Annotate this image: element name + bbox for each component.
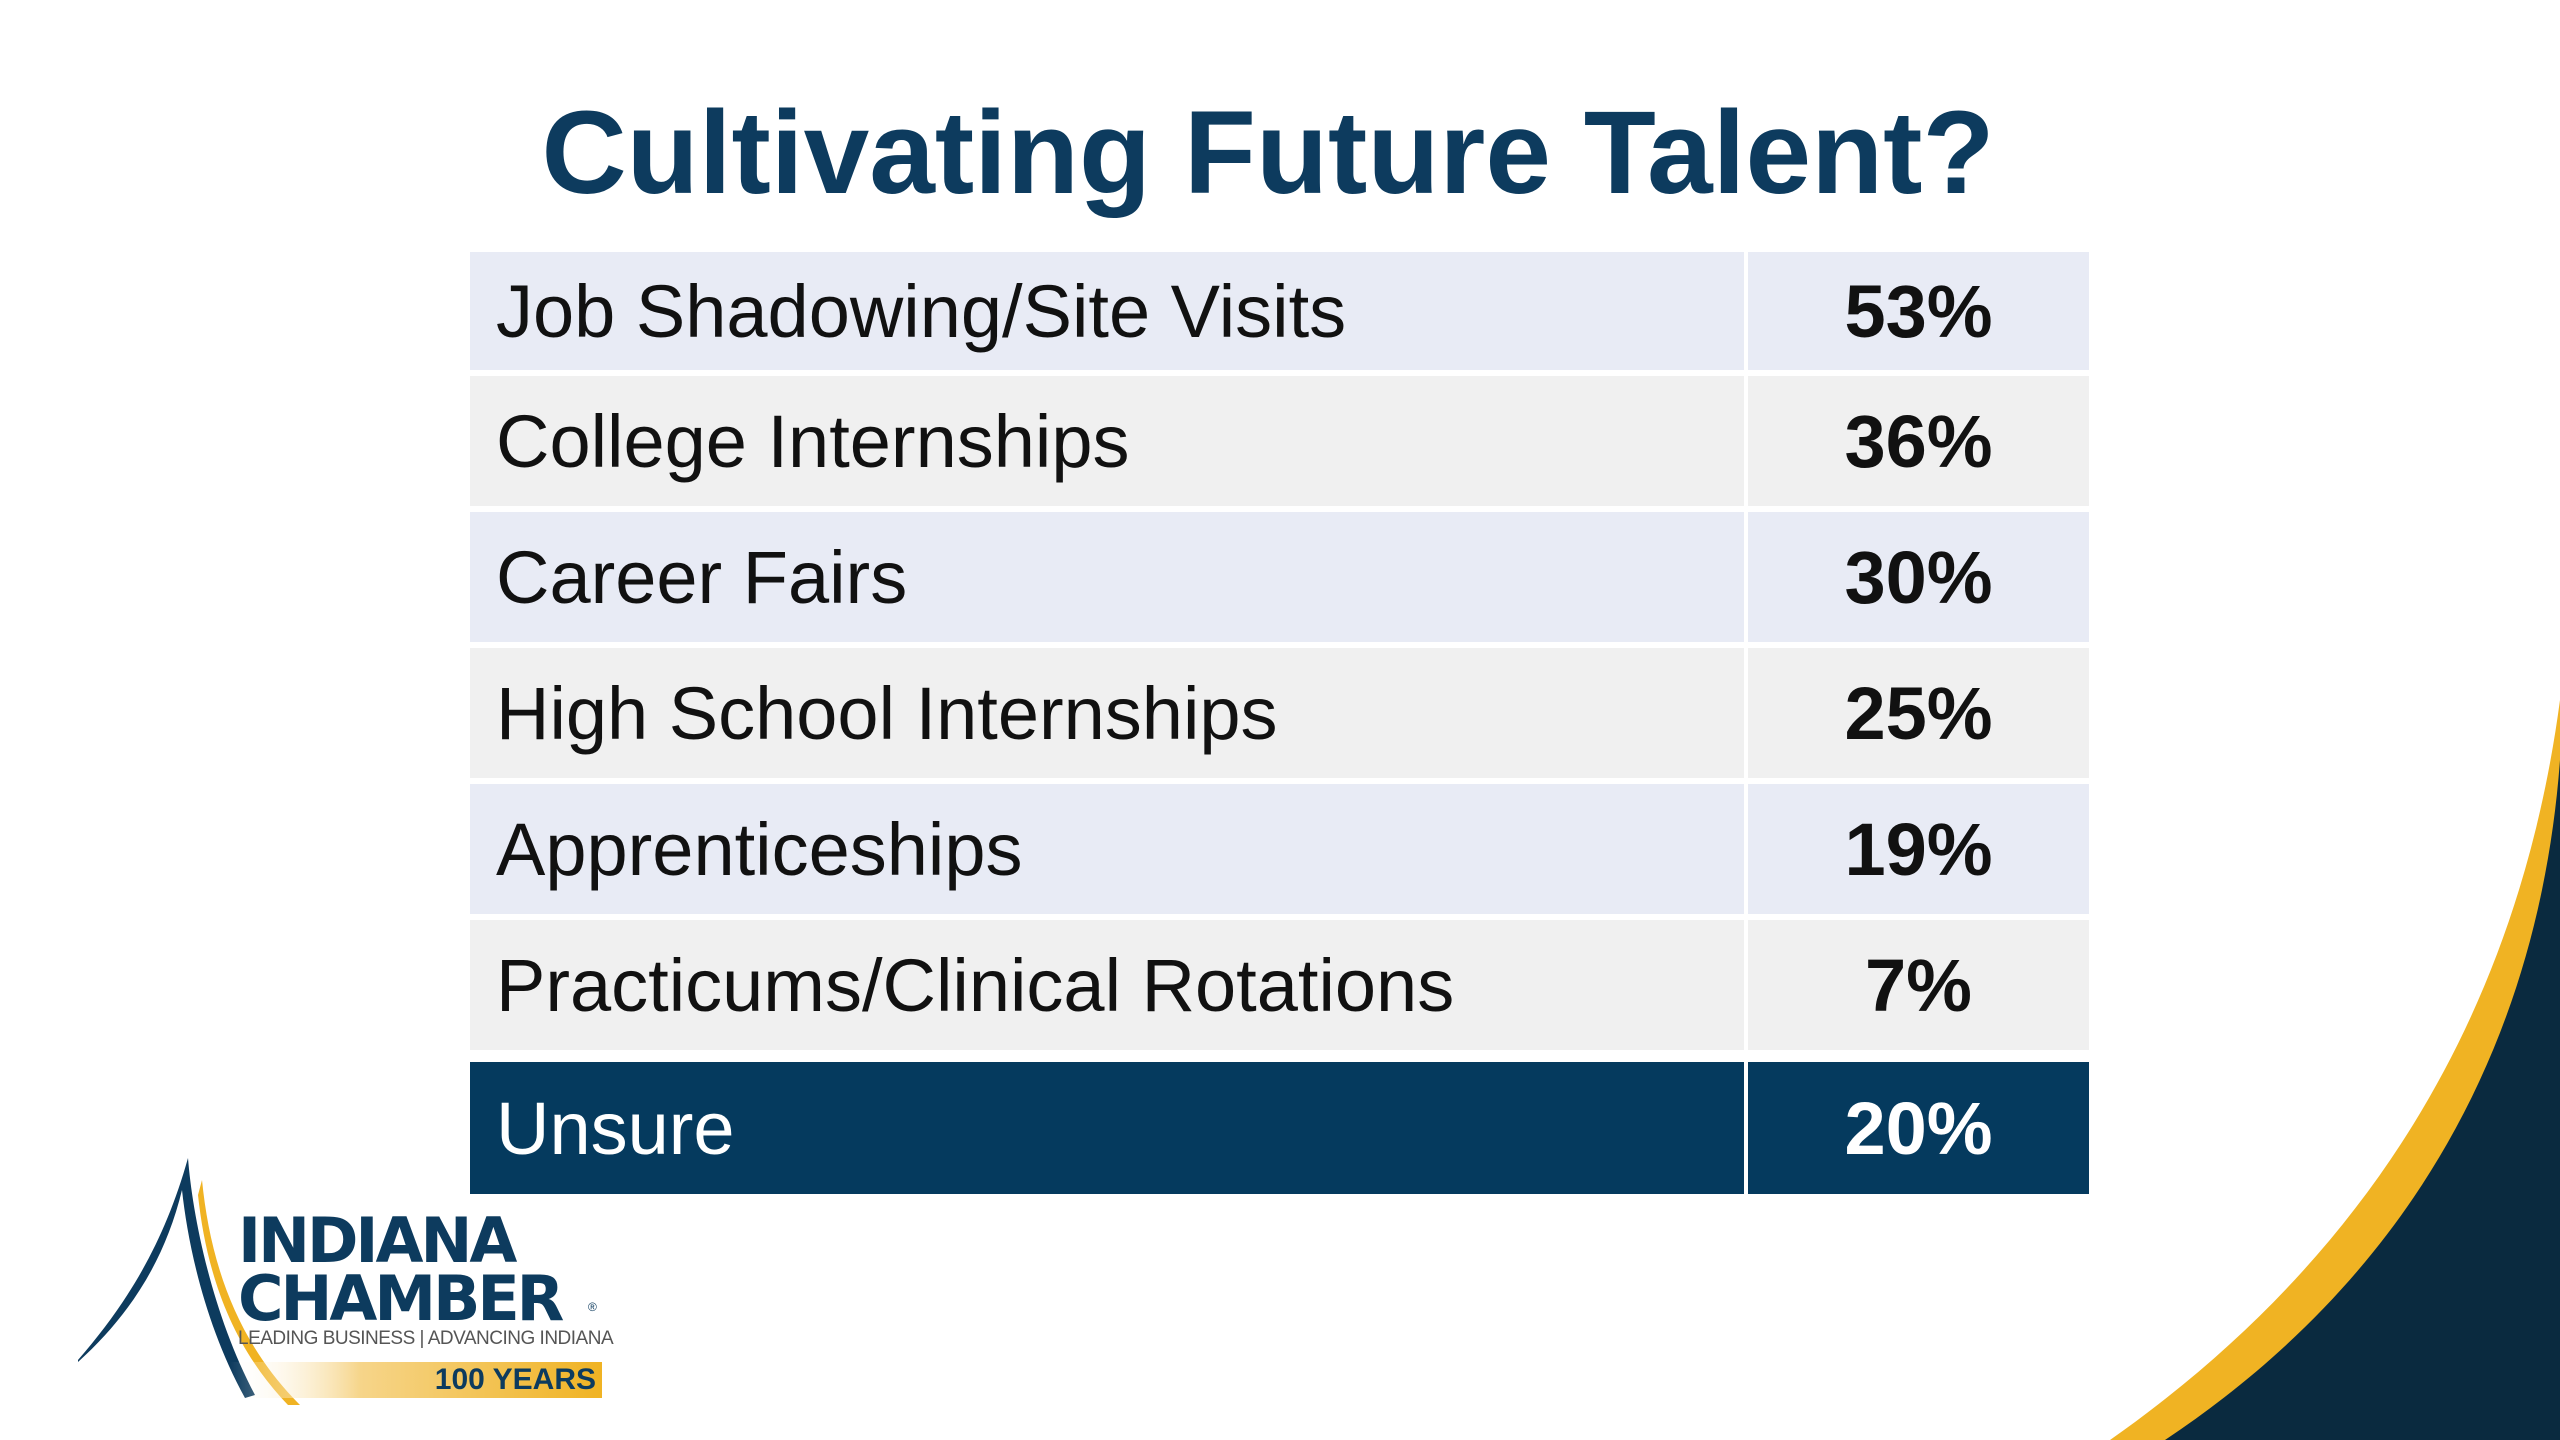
row-label: Apprenticeships — [470, 784, 1744, 914]
logo-years-badge: 100 YEARS — [434, 1363, 596, 1396]
row-label: Career Fairs — [470, 512, 1744, 642]
row-value: 20% — [1748, 1062, 2089, 1194]
table-row: Career Fairs 30% — [470, 512, 2089, 642]
logo-arch-icon — [78, 1158, 602, 1405]
logo-tagline: LEADING BUSINESS | ADVANCING INDIANA — [238, 1328, 614, 1349]
logo-wordmark-line1: INDIANA — [238, 1204, 517, 1277]
row-value: 53% — [1748, 252, 2089, 370]
row-label: Practicums/Clinical Rotations — [470, 920, 1744, 1050]
table-row: Apprenticeships 19% — [470, 784, 2089, 914]
row-value: 19% — [1748, 784, 2089, 914]
row-label: College Internships — [470, 376, 1744, 506]
row-value: 30% — [1748, 512, 2089, 642]
logo-wordmark-line2: CHAMBER — [238, 1262, 564, 1335]
table-row: Practicums/Clinical Rotations 7% — [470, 920, 2089, 1050]
row-label: Unsure — [470, 1062, 1744, 1194]
row-value: 25% — [1748, 648, 2089, 778]
row-value: 36% — [1748, 376, 2089, 506]
slide-title: Cultivating Future Talent? — [541, 87, 1995, 219]
row-value: 7% — [1748, 920, 2089, 1050]
table-row-unsure: Unsure 20% — [470, 1062, 2089, 1194]
table-row: High School Internships 25% — [470, 648, 2089, 778]
indiana-chamber-logo: INDIANA CHAMBER ® LEADING BUSINESS | ADV… — [70, 1150, 630, 1410]
row-label: High School Internships — [470, 648, 1744, 778]
table-row: College Internships 36% — [470, 376, 2089, 506]
registered-mark: ® — [588, 1300, 597, 1314]
row-label: Job Shadowing/Site Visits — [470, 252, 1744, 370]
table-row: Job Shadowing/Site Visits 53% — [470, 252, 2089, 370]
